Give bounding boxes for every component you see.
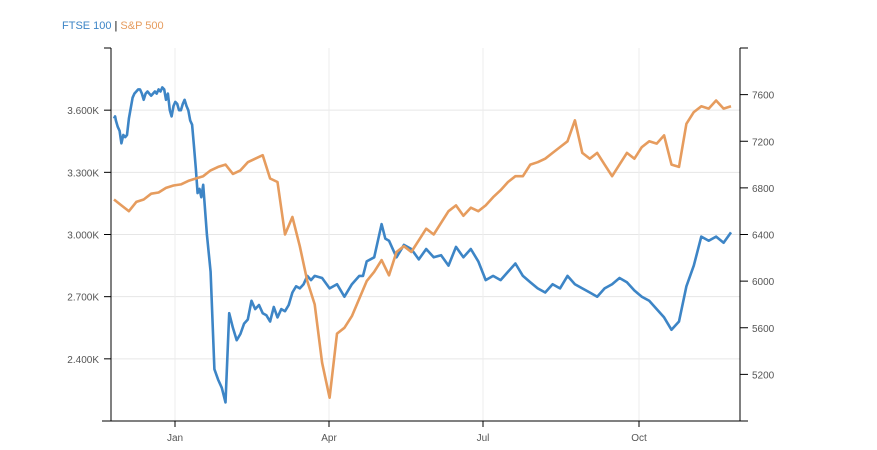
series-ftse-100-line xyxy=(112,86,733,404)
y-left-tick-label-4: 3.600K xyxy=(67,106,99,117)
y-left-tick-label-2: 3.000K xyxy=(67,231,99,242)
y-right-tick-label-3: 6400 xyxy=(752,231,775,242)
legend: FTSE 100 | S&P 500 xyxy=(62,20,164,32)
y-left-tick-label-3: 3.300K xyxy=(67,168,99,179)
x-tick-label-2: Jul xyxy=(477,433,490,444)
y-right-tick-label-0: 5200 xyxy=(752,370,775,381)
x-tick-label-1: Apr xyxy=(321,433,337,444)
y-left-tick-label-1: 2.700K xyxy=(67,293,99,304)
legend-separator: | xyxy=(114,20,118,32)
y-right-tick-label-1: 5600 xyxy=(752,324,775,335)
legend-sp-500[interactable]: S&P 500 xyxy=(120,20,164,32)
series-sp-500-line xyxy=(113,99,732,400)
y-right-tick-label-6: 7600 xyxy=(752,91,775,102)
y-right-tick-label-5: 7200 xyxy=(752,137,775,148)
x-tick-label-3: Oct xyxy=(631,433,647,444)
y-right-tick-label-4: 6800 xyxy=(752,184,775,195)
x-tick-label-0: Jan xyxy=(167,433,183,444)
legend-ftse-100[interactable]: FTSE 100 xyxy=(62,20,112,32)
y-right-tick-label-2: 6000 xyxy=(752,277,775,288)
y-left-tick-label-0: 2.400K xyxy=(67,355,99,366)
